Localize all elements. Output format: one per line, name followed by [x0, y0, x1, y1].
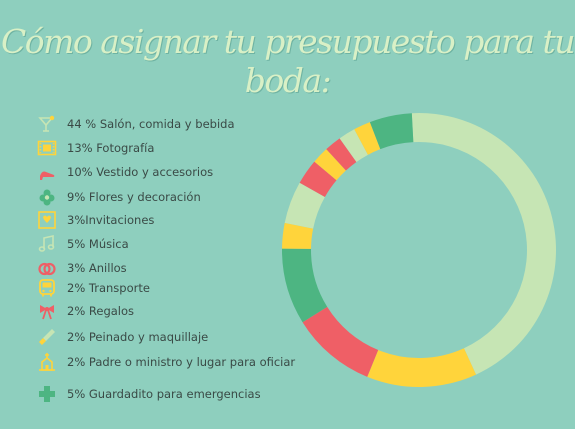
- donut-segment: [411, 112, 556, 375]
- legend-label: 9% Flores y decoración: [67, 190, 201, 204]
- invitation-icon: [36, 209, 58, 231]
- shoe-icon: [36, 161, 58, 183]
- donut-segment: [282, 248, 328, 323]
- page-title: Cómo asignar tu presupuesto para tu boda…: [0, 22, 575, 100]
- legend-item: 2% Peinado y maquillaje: [36, 326, 208, 348]
- brush-icon: [36, 326, 58, 348]
- legend-label: 2% Transporte: [67, 281, 150, 295]
- legend-label: 10% Vestido y accesorios: [67, 165, 214, 179]
- legend-item: 2% Regalos: [36, 300, 134, 322]
- donut-segment: [299, 161, 337, 197]
- cross-icon: [36, 383, 58, 405]
- music-note-icon: [36, 233, 58, 255]
- church-icon: [36, 351, 58, 373]
- legend-label: 3%Invitaciones: [67, 213, 155, 227]
- donut-segment: [339, 129, 368, 162]
- legend-label: 44 % Salón, comida y bebida: [67, 117, 235, 131]
- legend-label: 3% Anillos: [67, 261, 127, 275]
- legend-item: 13% Fotografía: [36, 137, 154, 159]
- donut-segment: [326, 138, 357, 171]
- donut-segment: [302, 306, 379, 377]
- donut-segment: [314, 149, 346, 181]
- legend-item: 44 % Salón, comida y bebida: [36, 113, 235, 135]
- legend-item: 5% Guardadito para emergencias: [36, 383, 261, 405]
- legend-label: 5% Guardadito para emergencias: [67, 387, 261, 401]
- legend-item: 2% Transporte: [36, 277, 150, 299]
- bow-icon: [36, 300, 58, 322]
- donut-segment: [354, 122, 381, 155]
- legend-label: 2% Regalos: [67, 304, 135, 318]
- legend-item: 3%Invitaciones: [36, 209, 154, 231]
- legend-label: 5% Música: [67, 237, 129, 251]
- legend-item: 10% Vestido y accesorios: [36, 161, 213, 183]
- legend-item: 2% Padre o ministro y lugar para oficiar: [36, 351, 295, 373]
- donut-segment: [369, 113, 414, 150]
- legend-item: 5% Música: [36, 233, 129, 255]
- donut-segment: [282, 222, 314, 249]
- legend-item: 9% Flores y decoración: [36, 186, 201, 208]
- donut-segment: [284, 182, 325, 229]
- legend-item: 3% Anillos: [36, 257, 127, 279]
- donut-segment: [367, 348, 477, 387]
- cocktail-icon: [36, 113, 58, 135]
- legend-label: 2% Peinado y maquillaje: [67, 330, 209, 344]
- bus-icon: [36, 277, 58, 299]
- film-icon: [36, 137, 58, 159]
- legend-label: 2% Padre o ministro y lugar para oficiar: [67, 355, 296, 369]
- legend-label: 13% Fotografía: [67, 141, 155, 155]
- rings-icon: [36, 257, 58, 279]
- flower-icon: [36, 186, 58, 208]
